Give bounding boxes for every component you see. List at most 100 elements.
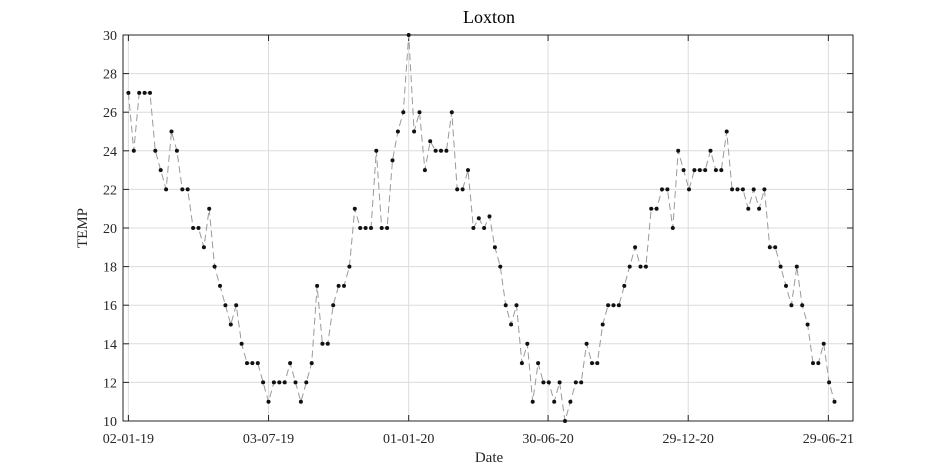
data-point	[406, 33, 411, 37]
y-tick-label: 18	[103, 261, 117, 276]
data-point	[546, 380, 551, 385]
data-series	[126, 33, 837, 423]
data-point	[730, 187, 735, 192]
data-point	[180, 187, 185, 192]
data-point	[369, 226, 373, 230]
y-tick-label: 14	[103, 338, 117, 353]
y-tick-label: 16	[103, 299, 117, 314]
data-point	[600, 322, 605, 327]
y-tick-label: 28	[103, 68, 117, 83]
data-point	[185, 187, 190, 192]
data-point	[821, 341, 826, 346]
data-point	[191, 226, 196, 230]
x-tick-label: 03-07-19	[243, 432, 294, 447]
data-point	[503, 303, 508, 308]
data-point	[174, 148, 179, 153]
data-point	[649, 206, 654, 211]
data-point	[832, 399, 837, 404]
data-point	[444, 148, 449, 153]
data-point	[692, 168, 697, 173]
data-point	[412, 129, 417, 134]
data-point	[250, 361, 255, 366]
data-point	[196, 226, 201, 230]
data-point	[374, 148, 379, 153]
data-point	[579, 380, 584, 385]
data-point	[482, 226, 487, 230]
data-point	[347, 264, 352, 269]
data-point	[164, 187, 169, 192]
data-point	[670, 226, 675, 230]
data-point	[740, 187, 745, 192]
data-point	[153, 148, 158, 153]
data-point	[158, 168, 163, 173]
data-point	[342, 283, 346, 288]
data-point	[568, 399, 573, 404]
data-point	[590, 361, 594, 366]
data-point	[519, 361, 524, 366]
data-point	[352, 206, 357, 211]
data-point	[460, 187, 465, 192]
data-point	[234, 303, 239, 308]
data-point	[137, 90, 142, 95]
data-point	[126, 90, 131, 95]
y-tick-label: 30	[103, 29, 117, 44]
data-point	[778, 264, 783, 269]
data-point	[638, 264, 643, 269]
data-point	[309, 361, 314, 366]
data-point	[557, 380, 562, 385]
data-point	[422, 168, 427, 173]
data-point	[713, 168, 718, 173]
data-point	[643, 264, 648, 269]
data-point	[212, 264, 217, 269]
data-point	[148, 90, 152, 95]
data-point	[563, 419, 567, 423]
data-point	[358, 226, 363, 230]
y-tick-label: 12	[103, 376, 117, 391]
data-point	[363, 226, 368, 230]
data-point	[271, 380, 276, 385]
data-point	[681, 168, 686, 173]
data-point	[336, 283, 341, 288]
data-point	[223, 303, 228, 308]
y-tick-label: 26	[103, 106, 117, 121]
x-tick-label: 29-12-20	[663, 432, 714, 447]
data-point	[627, 264, 632, 269]
data-point	[325, 341, 330, 346]
data-point	[757, 206, 762, 211]
data-point	[304, 380, 309, 385]
data-point	[525, 341, 530, 346]
data-point	[142, 90, 147, 95]
data-point	[395, 129, 400, 134]
data-point	[433, 148, 438, 153]
y-tick-label: 10	[103, 415, 117, 430]
data-point	[471, 226, 476, 230]
x-tick-label: 30-06-20	[522, 432, 573, 447]
data-point	[401, 110, 406, 115]
grid-lines	[123, 34, 853, 422]
data-point	[207, 206, 212, 211]
data-point	[498, 264, 503, 269]
data-point	[827, 380, 832, 385]
data-point	[449, 110, 454, 115]
axis-ticks: 10 12 14 16 18 20 22 24 26 28 30 02-01-19 03-07-19 01…	[103, 29, 854, 447]
data-point	[282, 380, 287, 385]
data-point	[428, 139, 433, 144]
data-point	[665, 187, 670, 192]
data-point	[584, 341, 589, 346]
y-tick-label: 24	[103, 145, 117, 160]
data-point	[735, 187, 740, 192]
chart-title: Loxton	[463, 7, 515, 27]
data-point	[245, 361, 249, 366]
data-point	[487, 214, 492, 219]
data-point	[266, 399, 271, 404]
data-point	[320, 341, 325, 346]
data-point	[773, 245, 778, 250]
data-point	[633, 245, 638, 250]
y-tick-label: 22	[103, 183, 117, 198]
data-point	[746, 206, 751, 211]
data-point	[811, 361, 815, 366]
data-point	[439, 148, 443, 153]
x-tick-label: 01-01-20	[383, 432, 434, 447]
data-point	[536, 361, 541, 366]
data-point	[514, 303, 519, 308]
